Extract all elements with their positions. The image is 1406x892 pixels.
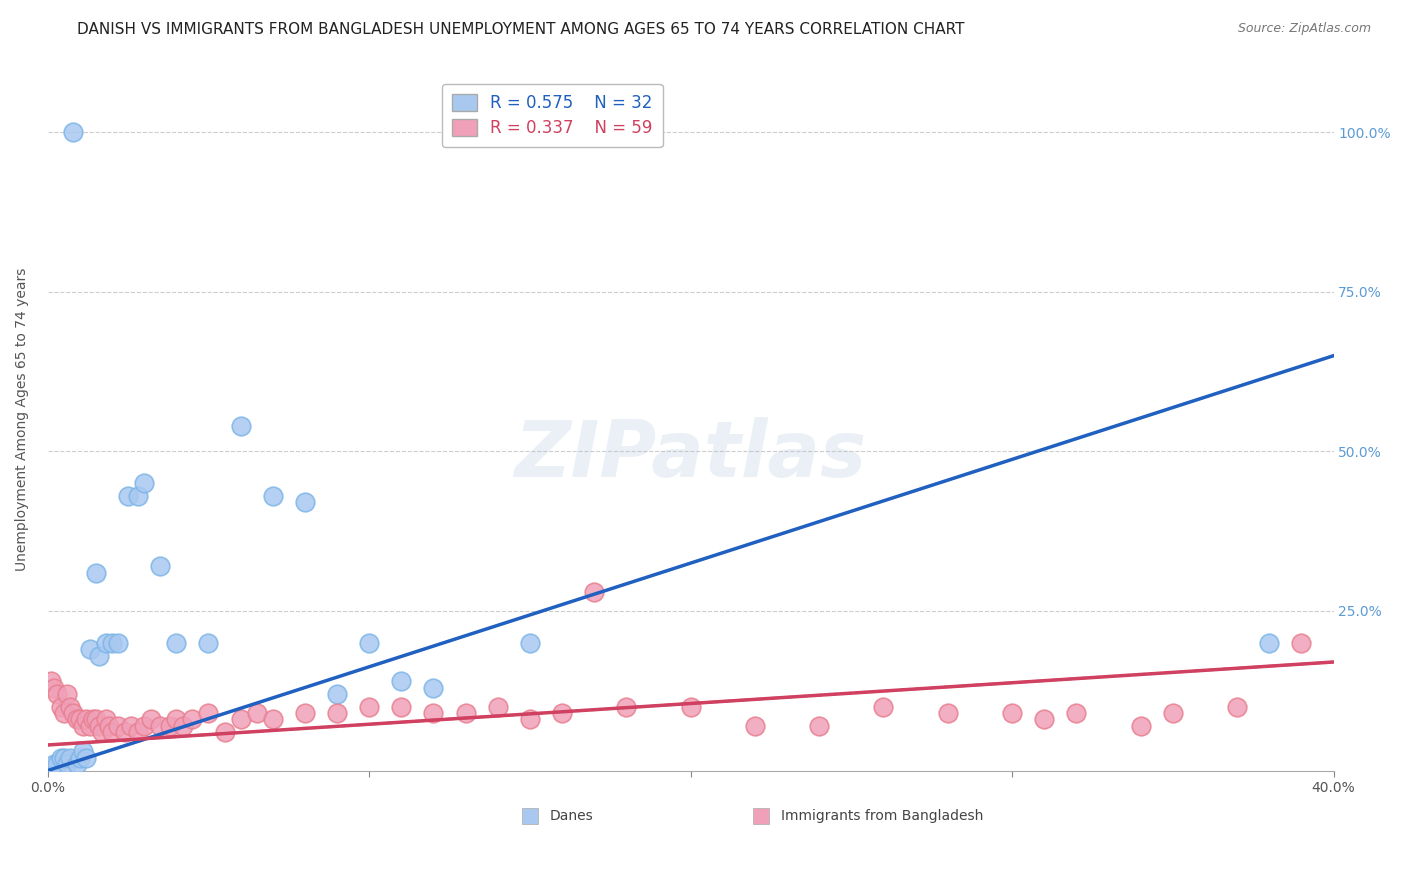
Point [389,699,412,714]
Point [94,636,117,650]
Point [936,706,959,720]
Point [59,699,82,714]
Point [294,495,316,509]
Point [52,706,75,720]
Point [44,757,66,772]
Point [326,687,349,701]
Point [294,706,316,720]
Point [139,713,162,727]
Point [84,713,107,727]
Point [872,699,894,714]
Point [69,713,91,727]
Point [326,706,349,720]
Point [134,476,156,491]
Point [52,750,75,764]
Point [94,713,117,727]
Point [1226,699,1249,714]
Point [246,706,269,720]
Point [127,489,149,503]
Point [744,719,766,733]
Point [114,725,136,739]
Point [359,699,381,714]
Legend: R = 0.575    N = 32, R = 0.337    N = 59: R = 0.575 N = 32, R = 0.337 N = 59 [441,84,662,147]
Point [56,687,79,701]
Point [181,713,204,727]
Point [107,719,129,733]
Point [107,636,129,650]
Point [72,744,94,758]
Point [79,642,101,657]
Point [62,706,84,720]
Point [422,706,444,720]
Point [159,719,181,733]
Point [214,725,236,739]
Point [149,559,172,574]
Point [101,636,124,650]
Point [359,636,381,650]
Point [1161,706,1184,720]
Y-axis label: Unemployment Among Ages 65 to 74 years: Unemployment Among Ages 65 to 74 years [15,268,30,571]
Point [1258,636,1281,650]
Point [1033,713,1056,727]
Point [262,713,284,727]
Point [56,757,79,772]
Point [127,725,149,739]
Point [422,681,444,695]
Point [1129,719,1152,733]
Text: DANISH VS IMMIGRANTS FROM BANGLADESH UNEMPLOYMENT AMONG AGES 65 TO 74 YEARS CORR: DANISH VS IMMIGRANTS FROM BANGLADESH UNE… [77,22,965,37]
Point [134,719,156,733]
Point [551,706,574,720]
Point [519,713,541,727]
Point [46,757,69,772]
Point [1001,706,1024,720]
Point [262,489,284,503]
Point [614,699,637,714]
Point [97,719,120,733]
Point [75,750,97,764]
Point [583,584,606,599]
Point [66,713,89,727]
Point [44,681,66,695]
Point [69,750,91,764]
Point [39,674,62,689]
Point [120,719,142,733]
Point [75,713,97,727]
Point [229,418,252,433]
Point [149,719,172,733]
Point [389,674,412,689]
Point [66,757,89,772]
Text: Immigrants from Bangladesh: Immigrants from Bangladesh [780,809,983,823]
Point [117,489,139,503]
Point [89,719,111,733]
Point [679,699,702,714]
Point [79,719,101,733]
Point [172,719,194,733]
Point [49,699,72,714]
Point [165,636,187,650]
Point [101,725,124,739]
Point [59,750,82,764]
Point [454,706,477,720]
Point [84,566,107,580]
Point [197,636,219,650]
Point [91,725,114,739]
Point [519,636,541,650]
Point [165,713,187,727]
Text: Source: ZipAtlas.com: Source: ZipAtlas.com [1237,22,1371,36]
Point [72,719,94,733]
Point [1066,706,1088,720]
Point [197,706,219,720]
Text: Danes: Danes [550,809,593,823]
Text: ZIPatlas: ZIPatlas [515,417,866,492]
Point [229,713,252,727]
Point [49,750,72,764]
Point [82,713,104,727]
Point [1291,636,1313,650]
Point [808,719,831,733]
Point [89,648,111,663]
Point [62,125,84,139]
Point [486,699,509,714]
Point [46,687,69,701]
